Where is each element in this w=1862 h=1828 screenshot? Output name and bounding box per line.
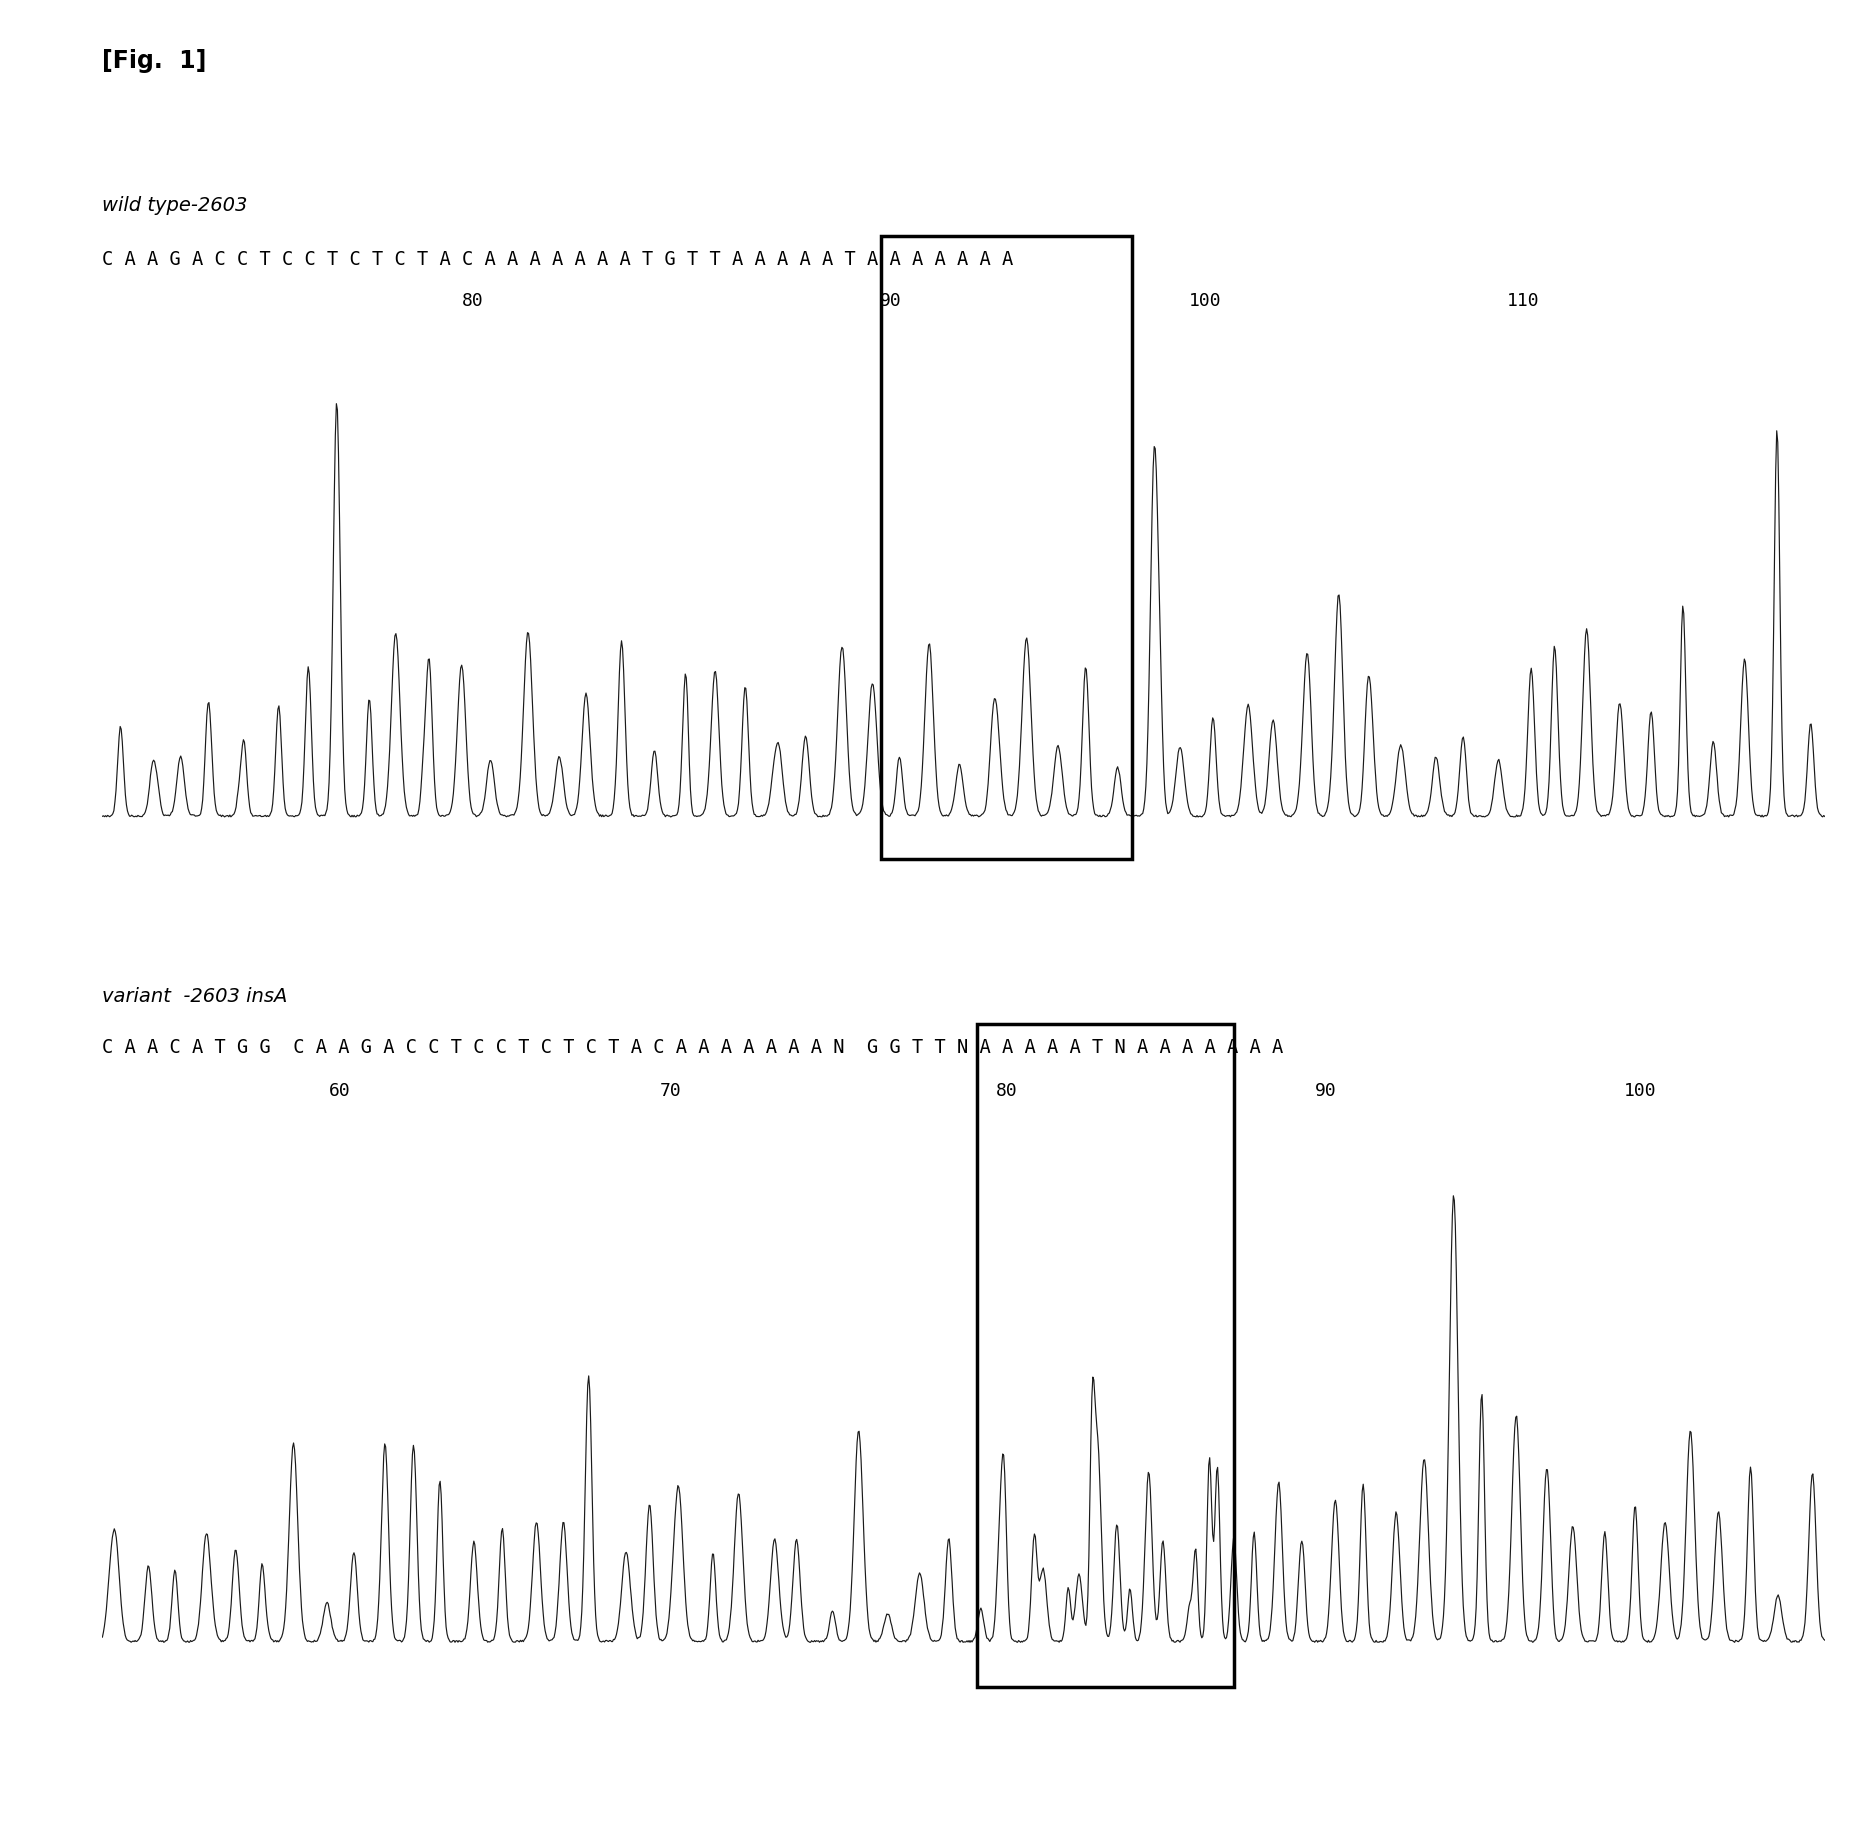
Text: 70: 70 xyxy=(659,1082,681,1100)
Text: 90: 90 xyxy=(881,292,901,311)
Text: 100: 100 xyxy=(1188,292,1221,311)
Text: C A A C A T G G  C A A G A C C T C C T C T C T A C A A A A A A A N  G G T T N A : C A A C A T G G C A A G A C C T C C T C … xyxy=(102,1038,1283,1057)
Text: wild type‑2603: wild type‑2603 xyxy=(102,196,248,214)
Text: C A A G A C C T C C T C T C T A C A A A A A A A T G T T A A A A A T A A A A A A : C A A G A C C T C C T C T C T A C A A A … xyxy=(102,250,1013,269)
Text: 60: 60 xyxy=(330,1082,350,1100)
Text: 110: 110 xyxy=(1506,292,1540,311)
Text: 90: 90 xyxy=(1315,1082,1337,1100)
Text: variant  ‑2603 insA: variant ‑2603 insA xyxy=(102,987,289,1005)
Text: [Fig.  1]: [Fig. 1] xyxy=(102,49,207,73)
Text: 80: 80 xyxy=(462,292,484,311)
Text: 80: 80 xyxy=(996,1082,1017,1100)
Text: 100: 100 xyxy=(1624,1082,1657,1100)
